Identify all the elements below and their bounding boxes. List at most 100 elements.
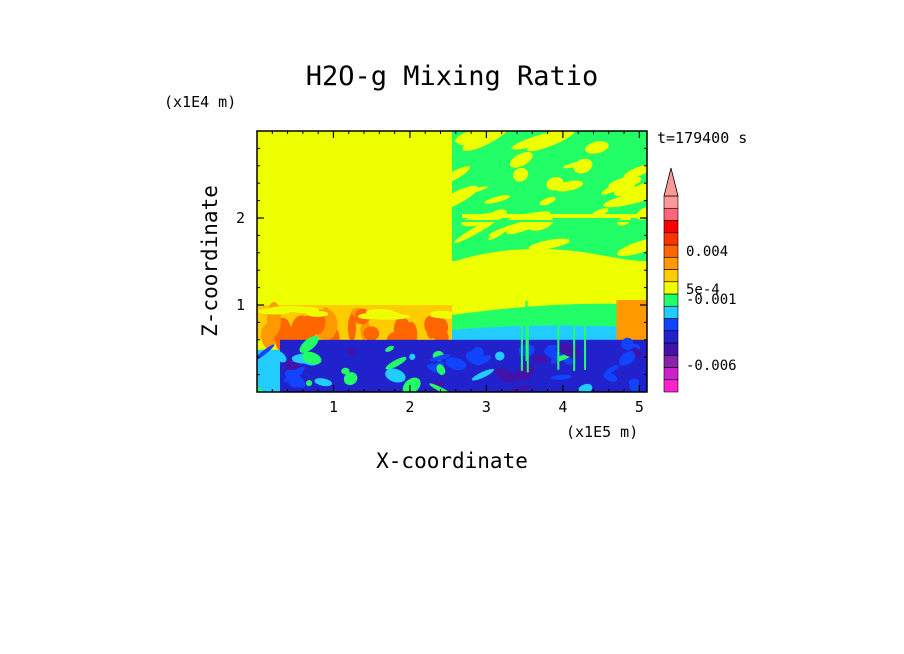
colorbar-level — [663, 367, 679, 381]
colorbar-level — [663, 256, 679, 270]
field-patch — [424, 315, 437, 334]
field-patch — [603, 190, 647, 208]
colorbar-label: -0.001 — [686, 292, 737, 308]
field-patch — [357, 313, 379, 320]
field-patch — [488, 229, 506, 240]
colorbar-level — [663, 207, 679, 221]
colorbar-label: 5e-4 — [686, 282, 720, 298]
field-patch — [257, 386, 264, 392]
field-patch — [557, 309, 560, 370]
x-tick-label: 5 — [635, 398, 644, 416]
field-patch — [550, 357, 559, 364]
chart-title: H2O-g Mixing Ratio — [306, 61, 599, 92]
y-tick-label: 1 — [236, 296, 245, 314]
field-patch — [462, 214, 647, 218]
field-patch — [445, 357, 467, 371]
field-patch — [475, 355, 492, 366]
field-patch — [402, 377, 421, 392]
field-patch — [484, 195, 511, 204]
field-patch — [531, 354, 548, 364]
field-patch — [539, 196, 556, 206]
field-patch — [452, 248, 647, 320]
field-patch — [577, 383, 593, 392]
field-patch — [458, 186, 488, 196]
field-patch — [623, 164, 647, 179]
colorbar-level — [663, 354, 679, 368]
field-patch — [604, 365, 619, 374]
field-patch — [462, 220, 647, 222]
field-patch — [584, 309, 587, 370]
y-scale-label: (x1E4 m) — [164, 93, 236, 111]
field-patch — [299, 335, 319, 353]
field-patch — [546, 176, 564, 191]
colorbar-level — [663, 244, 679, 258]
colorbar-level — [663, 330, 679, 344]
field-patch — [495, 351, 505, 361]
x-axis: 1 2 3 4 5 — [271, 131, 644, 416]
field-patch — [511, 131, 565, 150]
colorbar-level — [663, 195, 679, 209]
colorbar-level — [663, 269, 679, 283]
field-patch — [563, 160, 591, 169]
field-patch — [526, 312, 529, 373]
field-patch — [343, 372, 358, 386]
y-axis: 12 — [236, 147, 647, 376]
field-patch — [363, 326, 380, 341]
field-patch — [621, 178, 647, 199]
field-patch — [436, 166, 471, 186]
field-patch — [301, 351, 322, 365]
field-patch — [288, 375, 303, 388]
field-patch — [257, 344, 275, 361]
field-patch — [528, 238, 570, 251]
field-patch — [525, 300, 528, 361]
field-patch — [341, 367, 350, 375]
colorbar-level — [663, 220, 679, 234]
field-patch — [436, 364, 446, 375]
field-patch — [271, 350, 287, 363]
field-patch — [616, 237, 647, 257]
colorbar-level — [663, 293, 679, 307]
field-patch — [347, 314, 357, 342]
field-patch — [573, 310, 576, 371]
time-label: t=179400 s — [657, 129, 747, 147]
field-patch — [430, 310, 455, 317]
field-patch — [346, 348, 357, 356]
field-patch — [257, 374, 273, 390]
field-patch — [509, 151, 533, 168]
field-patch — [618, 351, 636, 366]
field-patch — [385, 345, 394, 352]
field-patch — [550, 374, 572, 380]
colorbar-label: -0.006 — [686, 358, 737, 374]
field-patch — [513, 167, 529, 182]
field-patch — [585, 141, 609, 154]
plot-frame — [256, 130, 648, 393]
x-tick-label: 1 — [329, 398, 338, 416]
field-patch — [393, 316, 411, 344]
colorbar: 0.004 5e-4-0.001 -0.006 — [663, 167, 737, 393]
field-patch — [495, 368, 516, 383]
field-patch — [290, 306, 320, 313]
field-region — [452, 131, 647, 261]
field-patch — [520, 310, 523, 371]
field-patch — [314, 378, 333, 387]
field-patch — [459, 133, 478, 146]
colorbar-level — [663, 281, 679, 295]
colorbar-level — [663, 342, 679, 356]
x-tick-label: 3 — [482, 398, 491, 416]
x-scale-label: (x1E5 m) — [566, 423, 638, 441]
colorbar-extend-arrow — [663, 167, 679, 197]
field-patch — [632, 347, 642, 358]
field-patch — [472, 347, 484, 359]
field-patch — [621, 337, 634, 351]
field-patch — [629, 381, 640, 392]
colorbar-level — [663, 318, 679, 332]
plot-area — [257, 131, 647, 392]
field-patch — [514, 364, 535, 381]
field-patch — [471, 368, 494, 381]
x-tick-label: 4 — [558, 398, 567, 416]
x-axis-label: X-coordinate — [376, 449, 528, 473]
colorbar-label: 0.004 — [686, 244, 728, 260]
field-patch — [385, 357, 407, 370]
field-patch — [510, 385, 532, 392]
